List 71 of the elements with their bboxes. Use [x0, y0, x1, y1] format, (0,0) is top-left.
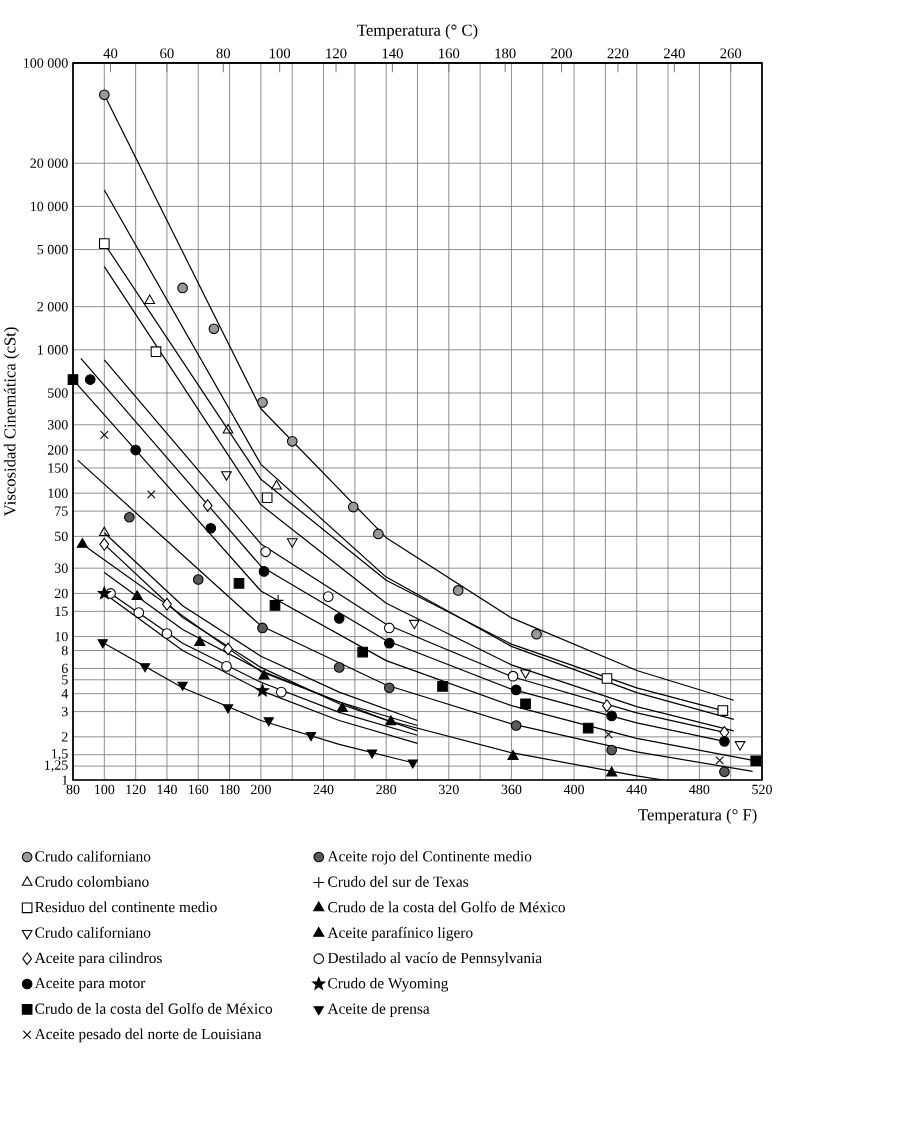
x-tick-label: 140: [157, 784, 177, 795]
y-tick-label: 1,5: [52, 749, 68, 761]
x2-tick-label: 60: [160, 48, 174, 59]
y-tick-label: 15: [55, 606, 68, 617]
legend-label: Crudo californiano: [35, 850, 151, 862]
x-tick-label: 400: [563, 784, 585, 795]
x-axis-title: Temperatura (° F): [638, 808, 757, 824]
x2-tick-label: 80: [216, 48, 231, 59]
x-tick-label: 320: [438, 784, 459, 795]
y-tick-label: 1: [62, 775, 68, 785]
legend-label: Crudo de la costa del Golfo de México: [328, 901, 565, 913]
legend-label: Aceite parafínico ligero: [327, 926, 473, 941]
legend-label: Crudo colombiano: [35, 876, 149, 887]
legend-label: Aceite para cilindros: [34, 952, 162, 967]
x-tick-label: 360: [501, 784, 522, 795]
y-tick-label: 50: [55, 531, 68, 542]
y-tick-label: 300: [47, 420, 68, 430]
x2-axis-title: Temperatura (° C): [357, 24, 478, 40]
x-tick-label: 440: [626, 784, 647, 795]
x2-tick-label: 120: [326, 48, 347, 59]
y-tick-label: 10: [55, 631, 68, 642]
y-tick-label: 30: [54, 563, 68, 573]
x2-tick-label: 220: [607, 48, 629, 59]
y-tick-label: 4: [61, 689, 69, 699]
legend-label: Crudo del sur de Texas: [328, 876, 469, 887]
y-tick-label: 200: [47, 445, 68, 455]
legend-label: Crudo de la costa del Golfo de México: [35, 1002, 273, 1014]
y-tick-label: 20 000: [30, 158, 68, 168]
x-tick-label: 240: [313, 784, 334, 795]
x-tick-label: 80: [66, 784, 80, 795]
x2-tick-label: 200: [551, 48, 572, 59]
legend-label: Aceite rojo del Continente medio: [327, 850, 532, 865]
y-tick-label: 2: [61, 732, 68, 742]
x-tick-label: 120: [126, 784, 146, 795]
x2-tick-label: 160: [439, 48, 460, 59]
x-tick-label: 480: [689, 784, 710, 795]
y-tick-label: 10 000: [31, 201, 68, 212]
legend-label: Aceite pesado del norte de Louisiana: [34, 1028, 262, 1043]
x2-tick-label: 40: [103, 48, 118, 59]
legend-label: Crudo californiano: [35, 926, 151, 938]
x-tick-label: 180: [220, 784, 240, 795]
y-tick-label: 2 000: [37, 301, 68, 312]
y-tick-label: 8: [61, 645, 68, 656]
x-tick-label: 280: [376, 784, 397, 795]
y-tick-label: 6: [61, 663, 68, 674]
y-tick-label: 100: [48, 488, 68, 498]
legend-label: Residuo del continente medio: [35, 901, 217, 913]
x2-tick-label: 240: [663, 48, 685, 59]
y-tick-label: 1,25: [45, 760, 68, 772]
legend-label: Aceite para motor: [34, 977, 146, 992]
y-axis-title: Viscosidad Cinemática (cSt): [3, 327, 19, 517]
x-tick-label: 200: [251, 784, 271, 795]
y-tick-label: 3: [61, 706, 68, 717]
legend-label: Crudo de Wyoming: [328, 977, 449, 992]
x-tick-label: 520: [752, 784, 772, 795]
x2-tick-label: 180: [495, 48, 516, 59]
x-tick-label: 100: [95, 784, 115, 795]
x2-tick-label: 140: [382, 48, 403, 59]
y-tick-label: 100 000: [24, 58, 68, 68]
y-tick-label: 1 000: [38, 345, 68, 355]
x2-tick-label: 100: [269, 48, 291, 59]
y-tick-label: 20: [54, 588, 68, 599]
y-tick-label: 75: [55, 506, 68, 516]
legend-label: Destilado al vacío de Pennsylvania: [327, 952, 542, 967]
y-tick-label: 5 000: [37, 244, 68, 255]
y-tick-label: 5: [62, 675, 68, 685]
x-tick-label: 160: [189, 784, 209, 795]
legend-label: Aceite de prensa: [327, 1003, 430, 1017]
x2-tick-label: 260: [720, 48, 742, 59]
y-tick-label: 500: [48, 388, 68, 398]
y-tick-label: 150: [48, 463, 68, 473]
